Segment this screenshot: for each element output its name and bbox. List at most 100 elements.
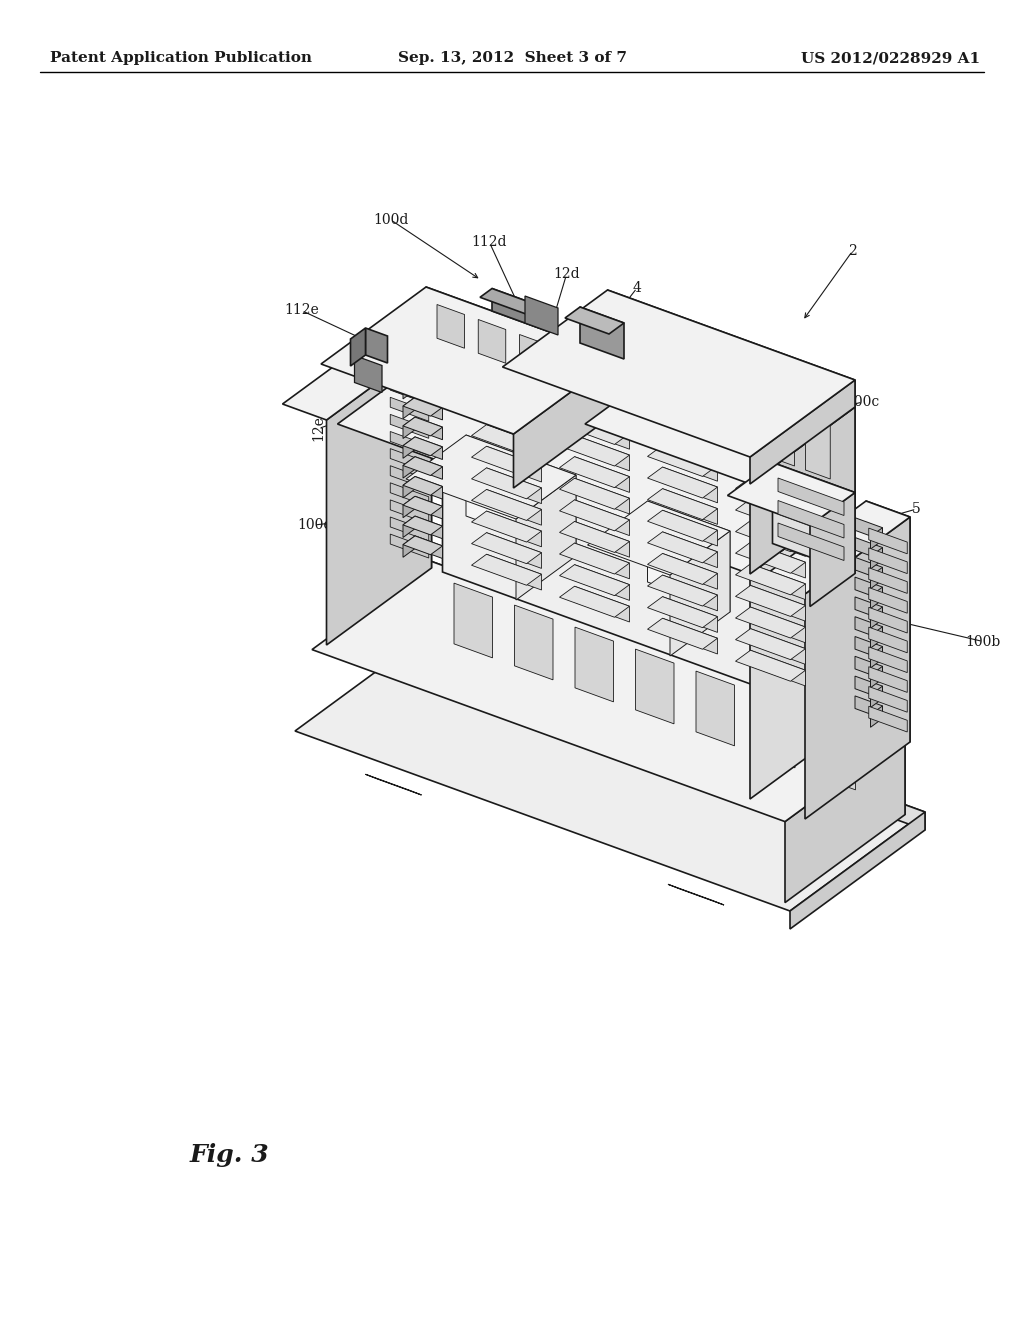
Polygon shape bbox=[663, 488, 718, 524]
Polygon shape bbox=[471, 446, 542, 478]
Polygon shape bbox=[647, 553, 718, 585]
Polygon shape bbox=[757, 693, 795, 768]
Polygon shape bbox=[806, 407, 830, 479]
Polygon shape bbox=[390, 346, 429, 370]
Polygon shape bbox=[403, 437, 442, 455]
Polygon shape bbox=[366, 327, 387, 363]
Polygon shape bbox=[559, 521, 630, 553]
Polygon shape bbox=[486, 533, 542, 569]
Polygon shape bbox=[751, 543, 806, 578]
Polygon shape bbox=[588, 502, 730, 576]
Polygon shape bbox=[868, 528, 907, 554]
Polygon shape bbox=[855, 597, 883, 619]
Text: 12e: 12e bbox=[311, 416, 326, 441]
Polygon shape bbox=[327, 343, 431, 645]
Polygon shape bbox=[574, 565, 630, 601]
Polygon shape bbox=[647, 532, 718, 562]
Polygon shape bbox=[471, 533, 542, 564]
Polygon shape bbox=[415, 496, 442, 519]
Polygon shape bbox=[866, 502, 910, 742]
Polygon shape bbox=[770, 393, 795, 466]
Polygon shape bbox=[415, 358, 442, 380]
Polygon shape bbox=[415, 457, 442, 479]
Polygon shape bbox=[647, 445, 718, 477]
Text: 112d: 112d bbox=[472, 235, 507, 249]
Polygon shape bbox=[585, 347, 855, 484]
Polygon shape bbox=[735, 564, 806, 595]
Polygon shape bbox=[663, 511, 718, 546]
Polygon shape bbox=[406, 436, 575, 519]
Polygon shape bbox=[868, 686, 907, 713]
Polygon shape bbox=[647, 467, 718, 498]
Polygon shape bbox=[559, 500, 630, 531]
Polygon shape bbox=[295, 632, 925, 911]
Polygon shape bbox=[415, 397, 442, 420]
Polygon shape bbox=[516, 475, 575, 601]
Polygon shape bbox=[390, 483, 429, 507]
Text: 4: 4 bbox=[633, 281, 641, 294]
Polygon shape bbox=[574, 436, 630, 471]
Polygon shape bbox=[403, 437, 415, 458]
Polygon shape bbox=[471, 467, 542, 499]
Polygon shape bbox=[432, 561, 905, 814]
Polygon shape bbox=[478, 319, 506, 363]
Polygon shape bbox=[735, 499, 806, 531]
Polygon shape bbox=[559, 457, 630, 487]
Polygon shape bbox=[790, 812, 925, 929]
Polygon shape bbox=[663, 576, 718, 611]
Polygon shape bbox=[403, 378, 442, 396]
Polygon shape bbox=[458, 647, 507, 676]
Polygon shape bbox=[636, 649, 674, 723]
Polygon shape bbox=[663, 445, 718, 482]
Polygon shape bbox=[663, 532, 718, 568]
Polygon shape bbox=[868, 607, 907, 634]
Polygon shape bbox=[403, 536, 415, 557]
Polygon shape bbox=[390, 397, 429, 421]
Text: 12d: 12d bbox=[553, 268, 580, 281]
Polygon shape bbox=[750, 380, 855, 484]
Polygon shape bbox=[366, 775, 422, 795]
Polygon shape bbox=[415, 417, 442, 440]
Polygon shape bbox=[390, 380, 429, 404]
Polygon shape bbox=[403, 417, 442, 436]
Polygon shape bbox=[471, 403, 542, 434]
Polygon shape bbox=[513, 356, 618, 488]
Polygon shape bbox=[575, 627, 613, 702]
Text: 100c: 100c bbox=[846, 395, 880, 409]
Polygon shape bbox=[430, 632, 925, 830]
Polygon shape bbox=[561, 350, 588, 393]
Polygon shape bbox=[647, 511, 718, 541]
Polygon shape bbox=[870, 627, 883, 648]
Polygon shape bbox=[565, 308, 624, 334]
Text: 2: 2 bbox=[848, 244, 857, 257]
Text: 1: 1 bbox=[543, 660, 552, 675]
Text: Patent Application Publication: Patent Application Publication bbox=[50, 51, 312, 65]
Polygon shape bbox=[735, 628, 806, 660]
Polygon shape bbox=[390, 500, 429, 524]
Polygon shape bbox=[338, 347, 855, 574]
Polygon shape bbox=[415, 477, 442, 499]
Polygon shape bbox=[486, 446, 542, 482]
Polygon shape bbox=[486, 467, 542, 504]
Polygon shape bbox=[403, 477, 415, 498]
Polygon shape bbox=[403, 457, 442, 475]
Polygon shape bbox=[778, 478, 844, 516]
Polygon shape bbox=[574, 413, 630, 449]
Polygon shape bbox=[415, 516, 442, 539]
Polygon shape bbox=[354, 355, 382, 392]
Polygon shape bbox=[403, 516, 442, 535]
Polygon shape bbox=[735, 520, 806, 552]
Polygon shape bbox=[574, 521, 630, 557]
Polygon shape bbox=[751, 478, 806, 513]
Polygon shape bbox=[870, 706, 883, 727]
Text: 100d: 100d bbox=[374, 213, 409, 227]
Polygon shape bbox=[855, 616, 883, 639]
Polygon shape bbox=[403, 536, 442, 554]
Polygon shape bbox=[600, 698, 650, 727]
Polygon shape bbox=[868, 548, 907, 574]
Polygon shape bbox=[390, 466, 429, 490]
Polygon shape bbox=[514, 605, 553, 680]
Polygon shape bbox=[390, 535, 429, 558]
Polygon shape bbox=[868, 568, 907, 594]
Polygon shape bbox=[403, 496, 415, 517]
